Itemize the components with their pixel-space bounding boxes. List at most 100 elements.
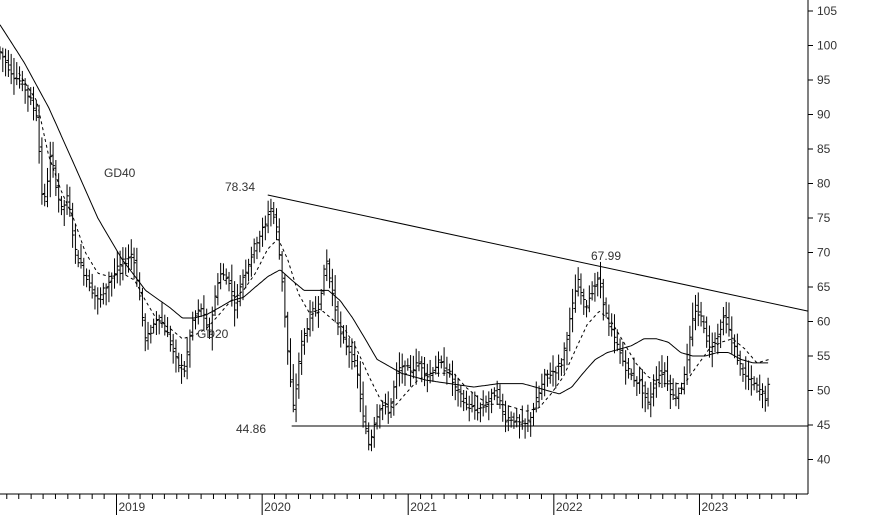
ohlc-bar: [232, 281, 237, 327]
y-tick-label: 95: [817, 73, 831, 87]
ohlc-bar: [386, 391, 391, 424]
ohlc-bar: [358, 361, 363, 413]
ohlc-bar: [81, 257, 86, 286]
ohlc-bar: [439, 355, 444, 369]
ohlc-bar: [615, 329, 620, 352]
ohlc-bar: [48, 141, 53, 198]
ohlc-bar: [456, 377, 461, 407]
ohlc-bar: [257, 230, 262, 253]
ohlc-bar: [207, 317, 212, 339]
ohlc-bar: [453, 373, 458, 401]
ohlc-bar: [567, 307, 572, 352]
ohlc-bar: [542, 368, 547, 397]
resistance-trendline: [267, 194, 809, 312]
ohlc-bar: [447, 363, 452, 378]
ohlc-bar: [168, 325, 173, 352]
ohlc-bar: [391, 380, 396, 416]
ohlc-bar: [394, 362, 399, 399]
ohlc-bar: [366, 422, 371, 451]
ohlc-bar: [500, 393, 505, 422]
ohlc-bar: [271, 201, 276, 225]
ohlc-bar: [11, 57, 16, 95]
ohlc-bar: [402, 360, 407, 386]
ohlc-bar: [444, 356, 449, 385]
ohlc-bar: [215, 273, 220, 306]
ohlc-bar: [291, 364, 296, 413]
ohlc-bar: [263, 215, 268, 241]
ohlc-bar: [310, 301, 315, 332]
ohlc-bar: [148, 324, 153, 344]
ohlc-bar: [187, 329, 192, 368]
gd40-moving-average-line: [0, 24, 769, 395]
ohlc-bar: [436, 351, 441, 377]
y-tick-label: 70: [817, 246, 831, 260]
ohlc-bar: [651, 374, 656, 407]
ohlc-bar: [14, 62, 19, 86]
ohlc-bar: [23, 78, 28, 104]
ohlc-bar: [344, 325, 349, 356]
ohlc-bar: [461, 389, 466, 412]
ohlc-bar: [735, 333, 740, 365]
x-axis: 2019 2020 2021 2022 2023: [6, 494, 797, 515]
ohlc-bar: [634, 376, 639, 396]
ohlc-bar: [98, 287, 103, 308]
ohlc-bar: [467, 395, 472, 422]
ohlc-bar: [537, 385, 542, 408]
ohlc-bar: [450, 360, 455, 396]
ohlc-bar: [430, 367, 435, 382]
ohlc-bar: [377, 404, 382, 429]
ohlc-bar: [42, 183, 47, 207]
ohlc-bar: [59, 196, 64, 216]
ohlc-bar: [475, 395, 480, 421]
ohlc-bar: [78, 244, 83, 269]
ohlc-bar: [701, 315, 706, 334]
ohlc-bar: [592, 272, 597, 302]
ohlc-bar: [330, 268, 335, 307]
y-tick-label: 90: [817, 108, 831, 122]
ohlc-bar: [397, 352, 402, 387]
ohlc-bar: [604, 297, 609, 318]
ohlc-bar: [129, 239, 134, 271]
ohlc-bar: [623, 350, 628, 385]
ohlc-bar: [274, 208, 279, 241]
ohlc-bar: [137, 272, 142, 301]
ohlc-bar: [408, 355, 413, 387]
ohlc-bar: [620, 341, 625, 367]
ohlc-bar: [573, 274, 578, 313]
ohlc-bar: [738, 350, 743, 376]
ohlc-bar: [545, 369, 550, 387]
ohlc-bar: [534, 381, 539, 413]
ohlc-bar: [416, 351, 421, 372]
ohlc-bar: [626, 357, 631, 379]
ohlc-bar: [618, 338, 623, 364]
ohlc-bar: [109, 272, 114, 297]
ohlc-bar: [497, 384, 502, 409]
high-2020-label: 78.34: [225, 180, 255, 194]
ohlc-bar: [411, 355, 416, 379]
ohlc-bar: [84, 268, 89, 288]
ohlc-bar: [6, 50, 11, 77]
ohlc-bar: [757, 374, 762, 401]
ohlc-bar: [668, 374, 673, 409]
ohlc-bar: [389, 398, 394, 418]
ohlc-bar: [333, 275, 338, 323]
ohlc-bar: [749, 365, 754, 396]
ohlc-bar: [740, 363, 745, 382]
ohlc-bar: [185, 337, 190, 380]
ohlc-bar: [690, 302, 695, 347]
ohlc-bar: [606, 304, 611, 336]
ohlc-bar: [713, 332, 718, 353]
ohlc-bar: [123, 247, 128, 275]
y-tick-label: 60: [817, 315, 831, 329]
ohlc-bar: [9, 53, 14, 85]
ohlc-bar: [146, 321, 151, 350]
ohlc-bar: [696, 292, 701, 327]
gd20-label: GD20: [197, 327, 229, 341]
ohlc-bar: [73, 223, 78, 264]
ohlc-bar: [268, 198, 273, 227]
ohlc-bar: [76, 250, 81, 268]
ohlc-bar: [724, 301, 729, 334]
ohlc-bar: [182, 360, 187, 378]
ohlc-bar: [481, 390, 486, 417]
